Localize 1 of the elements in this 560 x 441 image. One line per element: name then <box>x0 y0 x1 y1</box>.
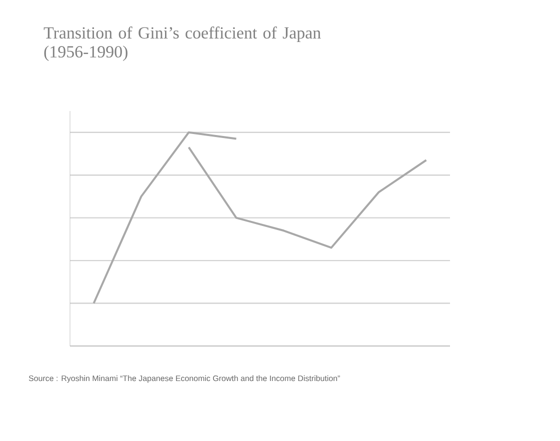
chart-title: Transition of Gini’s coefficient of Japan (1956-1990) <box>44 26 321 61</box>
